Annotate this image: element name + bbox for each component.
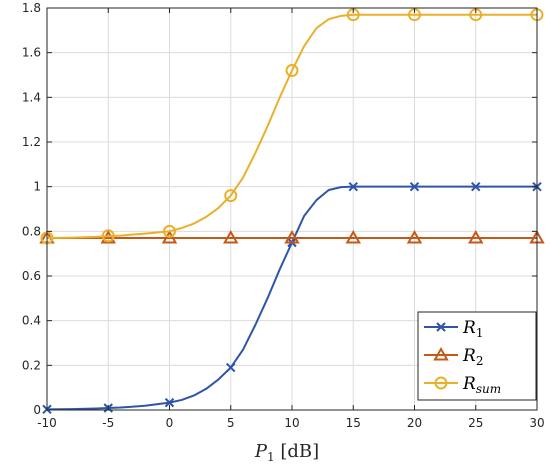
legend-label-sub: 1 xyxy=(476,326,484,340)
legend-label: R2 xyxy=(462,346,483,368)
y-tick-label: 0.4 xyxy=(22,314,41,328)
data-point xyxy=(406,230,423,244)
data-point xyxy=(471,181,481,192)
data-point xyxy=(345,230,361,244)
legend-swatch-marker xyxy=(436,322,446,332)
data-point-stroke-b xyxy=(226,362,236,373)
y-tick-label: 1.2 xyxy=(22,135,41,149)
series-line xyxy=(46,185,537,411)
x-tick-labels: -10 -5 0 5 10 15 20 25 30 xyxy=(37,416,544,430)
x-tick-label: 0 xyxy=(166,416,174,430)
data-point xyxy=(409,181,420,192)
data-point xyxy=(163,224,176,238)
data-point xyxy=(161,230,178,244)
data-point xyxy=(223,230,239,244)
legend-label-main: R xyxy=(462,346,476,366)
series-r1 xyxy=(42,181,542,415)
y-tick-label: 1.6 xyxy=(22,46,41,60)
data-point-stroke-b xyxy=(409,181,420,192)
legend-label: Rsum xyxy=(462,374,501,396)
legend-label-sub: sum xyxy=(476,382,501,396)
legend-item: Rsum xyxy=(424,374,501,396)
x-tick-label: 30 xyxy=(529,416,544,430)
x-tick-label: -5 xyxy=(102,416,114,430)
x-axis-label: P1 [dB] xyxy=(254,441,319,464)
data-point xyxy=(348,181,358,192)
x-tick-label: 10 xyxy=(284,416,299,430)
series-line xyxy=(46,13,537,240)
data-point xyxy=(468,230,484,244)
legend-label-main: R xyxy=(462,374,476,394)
legend-swatch-marker xyxy=(433,346,449,361)
series-layer xyxy=(39,8,545,415)
legend-label-sub: 2 xyxy=(476,354,484,368)
x-tick-label: 25 xyxy=(468,416,483,430)
y-tick-label: 1.8 xyxy=(22,1,41,15)
y-tick-label: 1.4 xyxy=(22,90,41,104)
x-axis-label-main: P xyxy=(254,441,268,462)
y-tick-label: 0.8 xyxy=(22,224,41,238)
y-tick-label: 0.6 xyxy=(22,269,41,283)
legend-label: R1 xyxy=(462,318,483,340)
data-point xyxy=(226,362,236,373)
x-tick-label: 5 xyxy=(227,416,235,430)
y-tick-label: 0 xyxy=(33,403,41,417)
x-tick-label: 15 xyxy=(346,416,361,430)
data-point-stroke-b xyxy=(164,397,175,408)
legend-item: R1 xyxy=(424,318,483,340)
y-tick-label: 1 xyxy=(33,180,41,194)
x-tick-label: -10 xyxy=(37,416,57,430)
data-point-stroke-b xyxy=(471,181,481,192)
x-axis-label-unit: [dB] xyxy=(275,441,320,462)
x-axis-label-sub: 1 xyxy=(267,450,275,464)
legend-item: R2 xyxy=(424,346,483,368)
legend-label-main: R xyxy=(462,318,476,338)
data-point xyxy=(224,189,238,203)
data-point-stroke-b xyxy=(348,181,358,192)
data-point xyxy=(164,397,175,408)
data-point xyxy=(284,230,300,244)
legend-swatch-marker-stroke-b xyxy=(436,322,446,332)
data-point xyxy=(285,64,299,78)
x-tick-label: 20 xyxy=(407,416,422,430)
y-tick-labels: 0 0.2 0.4 0.6 0.8 1 1.2 1.4 1.6 1.8 xyxy=(22,1,41,417)
y-tick-label: 0.2 xyxy=(22,358,41,372)
data-point xyxy=(101,229,115,243)
legend-swatch-marker xyxy=(434,376,448,390)
